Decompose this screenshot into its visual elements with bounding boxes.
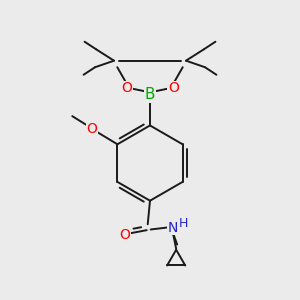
Text: H: H [179,217,188,230]
Text: O: O [121,82,132,95]
Text: N: N [168,220,178,235]
Text: O: O [168,82,179,95]
Text: O: O [86,122,97,136]
Text: O: O [119,228,130,242]
Text: B: B [145,87,155,102]
